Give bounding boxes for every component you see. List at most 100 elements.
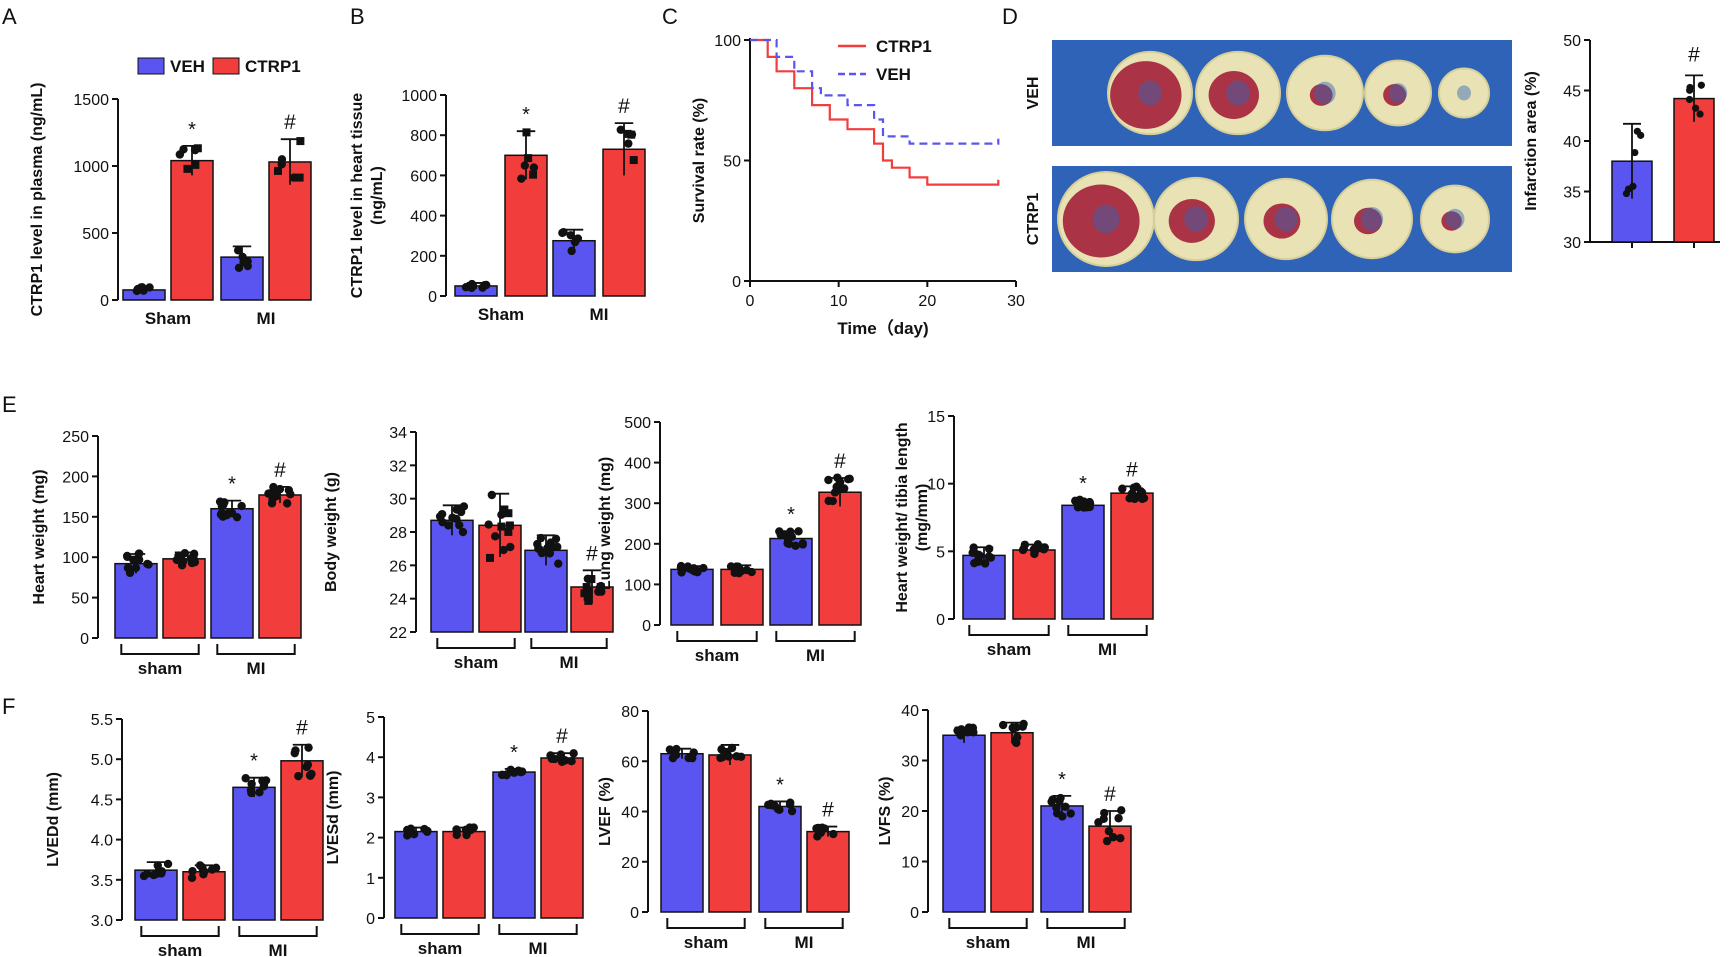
series-line-ctrp1 [750,38,1000,186]
data-point [241,774,250,783]
data-point [553,542,562,552]
data-point [499,545,508,555]
data-point [303,760,313,769]
ventricle-cavity [1274,206,1298,232]
y-tick-label: 0 [642,618,651,635]
data-point [1061,802,1070,811]
data-point [1697,81,1705,89]
data-point [491,532,500,541]
group-label-mi: MI [590,305,609,324]
data-point [783,539,792,548]
group-bracket [498,924,578,935]
data-point [1696,110,1704,118]
photo-label-veh: VEH [1025,77,1042,110]
group-bracket [676,631,758,642]
y-axis-label: LVFS (%) [877,776,894,845]
data-point [828,496,837,506]
bar-ctrp1-sham [708,754,752,913]
ventricle-cavity [1360,207,1384,231]
y-tick-label: 40 [1563,134,1581,151]
y-tick-label: 0 [366,911,375,928]
ventricle-cavity [1314,81,1336,105]
ventricle-cavity [1445,208,1465,230]
data-point [269,482,278,492]
y-tick-label: 3 [366,790,375,807]
legend-ctrp1-swatch [212,57,240,75]
data-point [580,589,589,598]
data-point [239,257,248,267]
bar-veh-mi [1040,805,1084,913]
infarct-region [1309,84,1333,106]
y-tick-label: 0 [732,274,741,291]
panel-letter-d: D [1002,4,1018,29]
group-label-mi: MI [257,309,276,328]
data-point [307,769,316,779]
group-label-sham: sham [966,933,1010,952]
group-label-mi: MI [529,939,548,957]
group-label-mi: MI [1098,640,1117,659]
bar-ctrp1-mi [570,586,614,633]
panel-f4-chart: 0 10 20 30 40 LVFS (%) * # sham MI [877,703,1132,952]
bar-veh-mi [769,537,813,626]
y-tick-label: 24 [389,592,407,609]
y-axis-label: Heart weight/ tibia length [894,422,911,612]
data-point [267,499,277,508]
data-point [247,779,256,789]
data-point [833,473,842,482]
x-axis-label: Time（day) [837,318,928,338]
infarct-region [1168,199,1215,243]
y-tick-label: 60 [621,754,639,771]
y-axis-label: (ng/mL) [369,166,386,225]
y-tick-label: 2 [366,831,375,848]
data-point [1102,836,1112,846]
data-point [554,559,563,568]
legend-ctrp1-label: CTRP1 [245,57,301,76]
group-label-sham: sham [684,933,728,952]
group-bracket [968,625,1050,636]
y-tick-label: 34 [389,425,407,442]
data-point [504,527,513,536]
data-point [506,542,515,552]
data-point [587,575,596,584]
data-point [458,527,468,537]
data-point [718,753,727,762]
bar-ctrp1-sham [162,558,206,639]
data-point [273,166,282,175]
infarct-region [1383,84,1407,106]
bar-ctrp1-sham [990,731,1034,913]
data-point [567,246,576,256]
data-point [259,782,269,791]
y-tick-label: 4 [366,750,375,767]
y-tick-label: 50 [71,591,89,608]
bar-ctrp1-sham [720,568,764,626]
data-point [824,475,833,485]
ventricle-cavity [1138,80,1162,106]
group-bracket [436,638,516,649]
data-point [1012,723,1021,732]
y-tick-label: 200 [410,249,437,266]
group-bracket [764,918,844,929]
bar-veh-mi [210,507,254,639]
y-tick-label: 15 [927,409,945,426]
data-point [1066,809,1075,818]
data-point [497,510,506,519]
y-axis-label: Lung weight (mg) [597,457,614,590]
bar-veh-sham [670,568,714,626]
data-point [596,581,606,591]
y-axis-label: CTRP1 level in plasma (ng/mL) [29,83,46,317]
data-point [794,527,803,536]
data-point [556,750,566,759]
y-axis-label: LVEF (%) [597,777,614,846]
bar-ctrp1 [1673,97,1715,243]
y-tick-label: 100 [714,33,741,50]
bar-veh-sham [114,562,158,639]
group-bracket [1067,625,1148,636]
data-point [1129,483,1138,492]
data-point [1685,95,1694,104]
data-point [409,829,419,839]
data-point [145,283,154,292]
data-point [1047,797,1056,806]
y-tick-label: 1000 [401,88,437,105]
data-point [122,551,132,561]
data-point [584,596,593,605]
